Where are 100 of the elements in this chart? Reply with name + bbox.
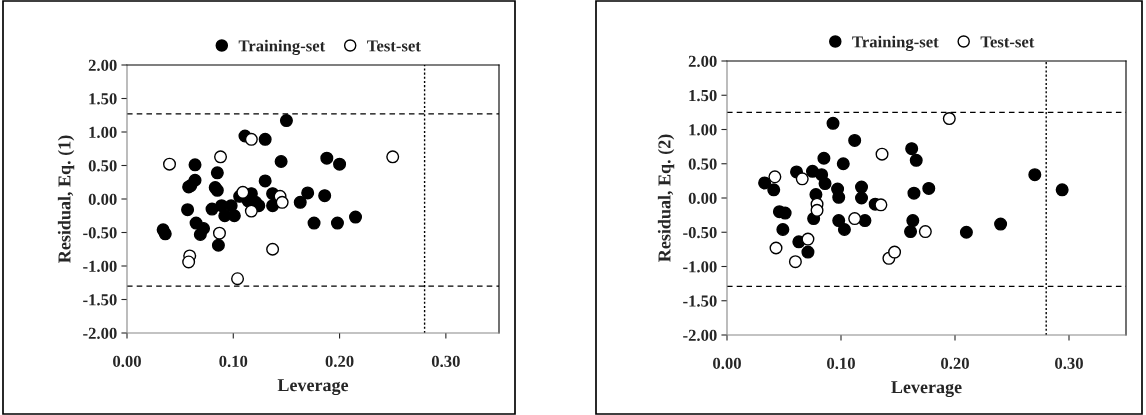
y-tick-label: 1.50 (689, 89, 717, 102)
point (227, 209, 241, 223)
point (874, 198, 888, 212)
y-tick-label: -0.50 (683, 226, 717, 239)
point (848, 212, 862, 226)
point (888, 245, 902, 259)
point (918, 225, 932, 239)
point (795, 172, 809, 186)
y-tick-label: 0.50 (88, 160, 117, 172)
point (817, 151, 831, 165)
point (214, 150, 228, 164)
point (904, 225, 918, 239)
y-axis-title: Residual, Eq. (1) (57, 135, 75, 263)
y-tick-label: 1.00 (89, 126, 117, 139)
point (801, 245, 815, 259)
point (275, 195, 289, 209)
point (330, 216, 344, 230)
point (832, 190, 846, 204)
point (922, 181, 936, 195)
point (182, 255, 196, 269)
x-axis-title: Leverage (891, 381, 962, 398)
point (158, 227, 172, 241)
point (210, 166, 224, 180)
point (767, 183, 781, 197)
legend-label: Test-set (367, 40, 421, 52)
point (274, 154, 288, 168)
point (994, 217, 1008, 231)
point (907, 186, 921, 200)
point (349, 210, 363, 224)
y-tick-label: 2.00 (688, 55, 717, 68)
y-tick-label: -1.50 (683, 295, 717, 307)
point (776, 223, 790, 237)
x-tick-label: 0.30 (431, 355, 460, 368)
point (836, 157, 850, 171)
point (163, 157, 177, 171)
point (211, 238, 225, 252)
point (320, 151, 334, 165)
point (769, 241, 783, 255)
x-tick-label: 0.30 (1055, 357, 1083, 370)
y-tick-label: 1.00 (689, 124, 717, 136)
point (801, 232, 815, 246)
point (909, 153, 923, 167)
y-tick-label: 0.00 (688, 192, 717, 205)
y-tick-label: -1.50 (83, 294, 117, 306)
point (307, 216, 321, 230)
x-tick-label: 0.20 (325, 355, 354, 368)
point (826, 116, 840, 130)
point (333, 157, 347, 171)
point (236, 185, 250, 199)
y-tick-label: 2.00 (88, 59, 117, 72)
point (875, 147, 889, 161)
x-tick-label: 0.20 (941, 357, 969, 370)
legend-label: Training-set (238, 39, 326, 55)
point (212, 226, 226, 240)
point (244, 204, 258, 218)
x-tick-label: 0.10 (827, 357, 855, 370)
point (258, 174, 272, 188)
x-axis-title: Leverage (277, 379, 349, 396)
y-tick-label: -0.50 (83, 227, 117, 239)
point (758, 176, 772, 190)
point (858, 214, 872, 228)
point (1055, 183, 1069, 197)
point (181, 203, 195, 217)
y-tick-label: -2.00 (83, 327, 117, 340)
point (1028, 168, 1042, 182)
legend-label: Training-set (852, 35, 939, 51)
y-tick-label: 0.00 (88, 193, 117, 206)
point (279, 114, 293, 128)
point (301, 186, 315, 200)
y-axis-title: Residual, Eq. (2) (657, 134, 675, 262)
x-tick-label: 0.00 (113, 355, 141, 368)
point (386, 150, 400, 164)
legend-label: Test-set (980, 36, 1035, 48)
point (832, 214, 846, 228)
y-tick-label: -2.00 (683, 329, 717, 342)
y-tick-label: -1.00 (683, 261, 717, 273)
x-tick-label: 0.10 (219, 355, 248, 368)
point (818, 177, 832, 191)
point (905, 142, 919, 156)
point (848, 133, 862, 147)
point (258, 132, 272, 146)
point (318, 189, 332, 203)
point (959, 225, 973, 239)
point (837, 223, 851, 237)
point (266, 242, 280, 256)
point (188, 158, 202, 172)
y-tick-label: 0.50 (688, 158, 717, 170)
y-tick-label: 1.50 (89, 93, 117, 105)
point (768, 170, 782, 184)
point (193, 228, 207, 242)
point (293, 195, 307, 209)
point (942, 112, 956, 126)
point (810, 203, 824, 217)
point (855, 191, 869, 205)
point (231, 272, 245, 286)
point (224, 199, 238, 213)
point (244, 132, 258, 146)
y-tick-label: -1.00 (83, 260, 117, 273)
point (788, 255, 802, 269)
point (855, 180, 869, 194)
